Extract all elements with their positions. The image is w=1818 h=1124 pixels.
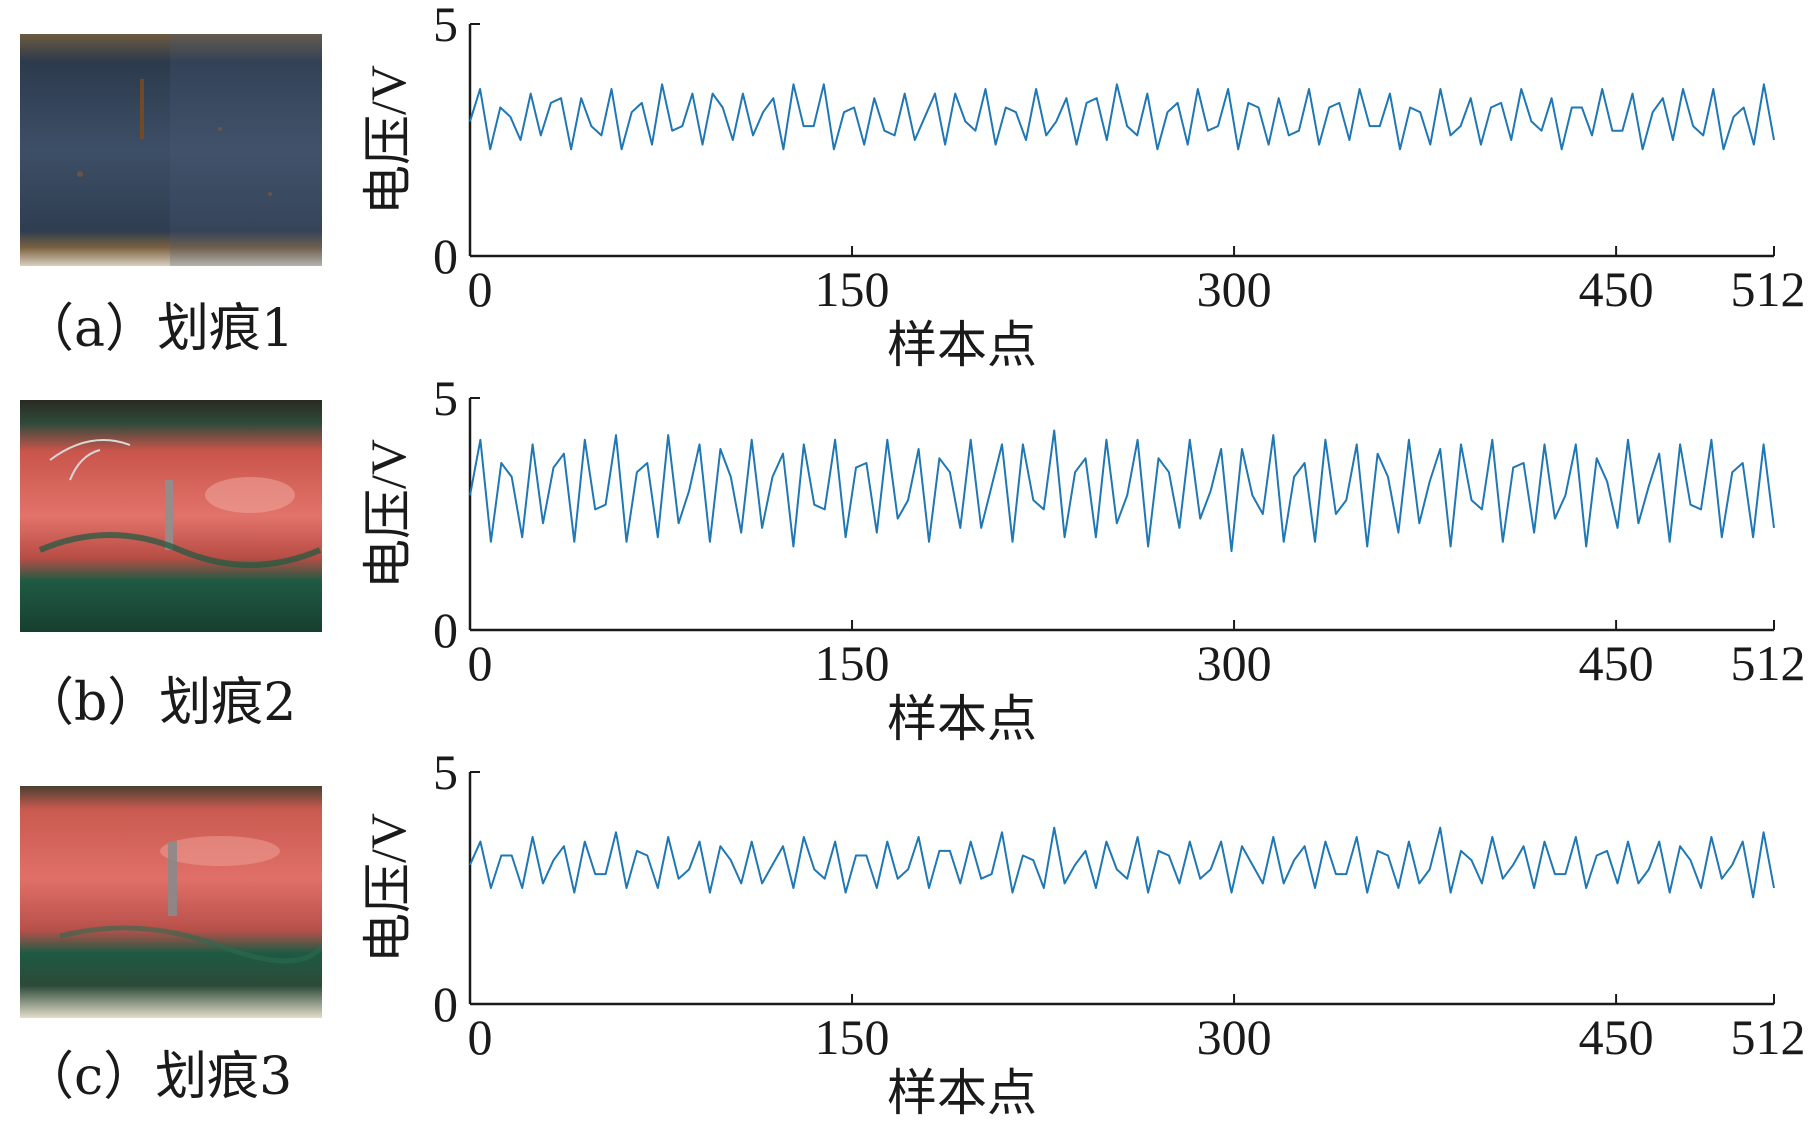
chart-b-x-tick-label: 300 <box>1197 635 1272 691</box>
chart-c-y-axis-label: 电压/V <box>360 813 416 963</box>
chart-c-y-tick-label: 5 <box>433 748 458 800</box>
chart-b-x-tick-label: 450 <box>1579 635 1654 691</box>
chart-a: 0 150 300 450 512 0 5 电压/V 样本点 <box>360 0 1806 373</box>
chart-b: 0 150 300 450 512 0 5 电压/V 样本点 <box>360 374 1806 747</box>
chart-b-x-axis-label: 样本点 <box>887 691 1037 747</box>
chart-b-x-tick-label: 0 <box>468 635 493 691</box>
scratch-photo-c <box>20 786 322 1018</box>
chart-c-x-tick-label: 512 <box>1731 1009 1806 1065</box>
chart-b-y-tick-label: 0 <box>433 602 458 658</box>
panel-b: （b）划痕2 0 150 300 450 512 0 5 电压/V 样本点 <box>0 374 1818 748</box>
panel-caption-a: （a）划痕1 <box>22 299 295 359</box>
chart-b-y-axis-label: 电压/V <box>360 439 416 589</box>
chart-b-x-tick-label: 512 <box>1731 635 1806 691</box>
chart-c-x-tick-label: 450 <box>1579 1009 1654 1065</box>
chart-c-y-tick-label: 0 <box>433 976 458 1032</box>
chart-a-x-axis-label: 样本点 <box>887 317 1037 373</box>
panel-caption-c: （c）划痕3 <box>22 1047 293 1107</box>
scratch-photo-b <box>20 400 322 632</box>
chart-a-x-tick-label: 512 <box>1731 261 1806 317</box>
chart-c: 0 150 300 450 512 0 5 电压/V 样本点 <box>360 748 1806 1121</box>
chart-a-y-axis-label: 电压/V <box>360 65 416 215</box>
chart-a-x-tick-label: 300 <box>1197 261 1272 317</box>
chart-a-x-tick-label: 450 <box>1579 261 1654 317</box>
chart-c-x-tick-label: 0 <box>468 1009 493 1065</box>
chart-b-x-tick-label: 150 <box>815 635 890 691</box>
chart-a-y-tick-label: 0 <box>433 228 458 284</box>
chart-c-x-axis-label: 样本点 <box>887 1065 1037 1121</box>
chart-c-voltage-series-line <box>469 826 1775 899</box>
chart-c-x-tick-label: 300 <box>1197 1009 1272 1065</box>
panel-caption-b: （b）划痕2 <box>22 673 297 733</box>
chart-b-voltage-series-line <box>469 429 1775 553</box>
panel-a: （a）划痕1 0 150 300 450 512 0 5 电压/V 样本点 <box>0 0 1818 374</box>
chart-a-x-tick-label: 0 <box>468 261 493 317</box>
chart-a-voltage-series-line <box>469 83 1775 151</box>
chart-a-y-tick-label: 5 <box>433 0 458 52</box>
panel-c: （c）划痕3 0 150 300 450 512 0 5 电压/V 样本点 <box>0 748 1818 1122</box>
chart-a-x-tick-label: 150 <box>815 261 890 317</box>
scratch-photo-a <box>20 34 322 266</box>
chart-b-y-tick-label: 5 <box>433 374 458 426</box>
chart-c-x-tick-label: 150 <box>815 1009 890 1065</box>
